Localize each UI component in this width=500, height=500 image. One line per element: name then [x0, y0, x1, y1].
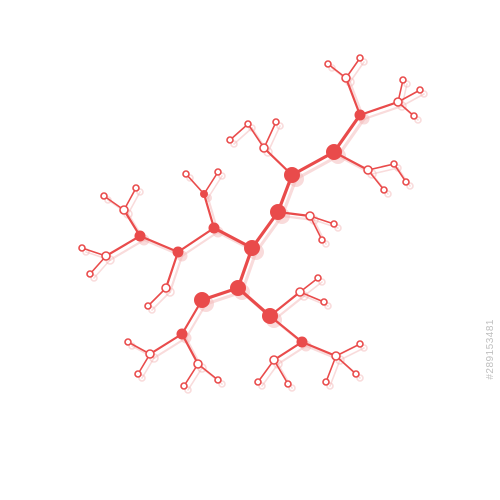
- molecule-node: [215, 169, 221, 175]
- molecule-node: [125, 339, 131, 345]
- molecule-node: [332, 352, 340, 360]
- molecule-node: [297, 337, 308, 348]
- molecule-node: [355, 110, 366, 121]
- stock-watermark: #289153481: [485, 319, 496, 380]
- molecule-node: [296, 288, 304, 296]
- molecule-node: [146, 350, 154, 358]
- molecule-node: [262, 308, 278, 324]
- molecule-node: [326, 144, 342, 160]
- molecule-node: [173, 247, 184, 258]
- molecule-edge: [178, 228, 214, 252]
- molecule-node: [135, 231, 146, 242]
- molecule-node: [177, 329, 188, 340]
- molecule-node: [319, 237, 325, 243]
- molecule-node: [381, 187, 387, 193]
- molecule-node: [181, 383, 187, 389]
- molecule-node: [227, 137, 233, 143]
- molecule-node: [353, 371, 359, 377]
- molecule-node: [145, 303, 151, 309]
- molecule-node: [284, 167, 300, 183]
- molecule-diagram: [0, 0, 500, 500]
- molecule-node: [133, 185, 139, 191]
- molecule-node: [357, 55, 363, 61]
- molecule-node: [183, 171, 189, 177]
- molecule-node: [135, 371, 141, 377]
- molecule-node: [391, 161, 397, 167]
- molecule-node: [255, 379, 261, 385]
- molecule-node: [394, 98, 402, 106]
- molecule-node: [194, 360, 202, 368]
- molecule-node: [417, 87, 423, 93]
- molecule-node: [102, 252, 110, 260]
- molecule-node: [325, 61, 331, 67]
- molecule-node: [270, 204, 286, 220]
- molecule-node: [209, 223, 220, 234]
- molecule-node: [270, 356, 278, 364]
- molecule-node: [323, 379, 329, 385]
- molecule-node: [120, 206, 128, 214]
- molecule-node: [342, 74, 350, 82]
- molecule-node: [285, 381, 291, 387]
- molecule-node: [273, 119, 279, 125]
- molecule-edge: [182, 232, 218, 256]
- molecule-node: [260, 144, 268, 152]
- molecule-node: [321, 299, 327, 305]
- molecule-node: [215, 377, 221, 383]
- molecule-node: [79, 245, 85, 251]
- molecule-node: [244, 240, 260, 256]
- molecule-node: [411, 113, 417, 119]
- molecule-node: [200, 190, 208, 198]
- molecule-node: [403, 179, 409, 185]
- molecule-node: [400, 77, 406, 83]
- molecule-node: [87, 271, 93, 277]
- molecule-node: [101, 193, 107, 199]
- molecule-edge: [186, 174, 204, 194]
- molecule-node: [357, 341, 363, 347]
- molecule-node: [245, 121, 251, 127]
- molecule-node: [230, 280, 246, 296]
- molecule-node: [162, 284, 170, 292]
- molecule-node: [194, 292, 210, 308]
- molecule-node: [315, 275, 321, 281]
- molecule-node: [364, 166, 372, 174]
- molecule-node: [331, 221, 337, 227]
- molecule-node: [306, 212, 314, 220]
